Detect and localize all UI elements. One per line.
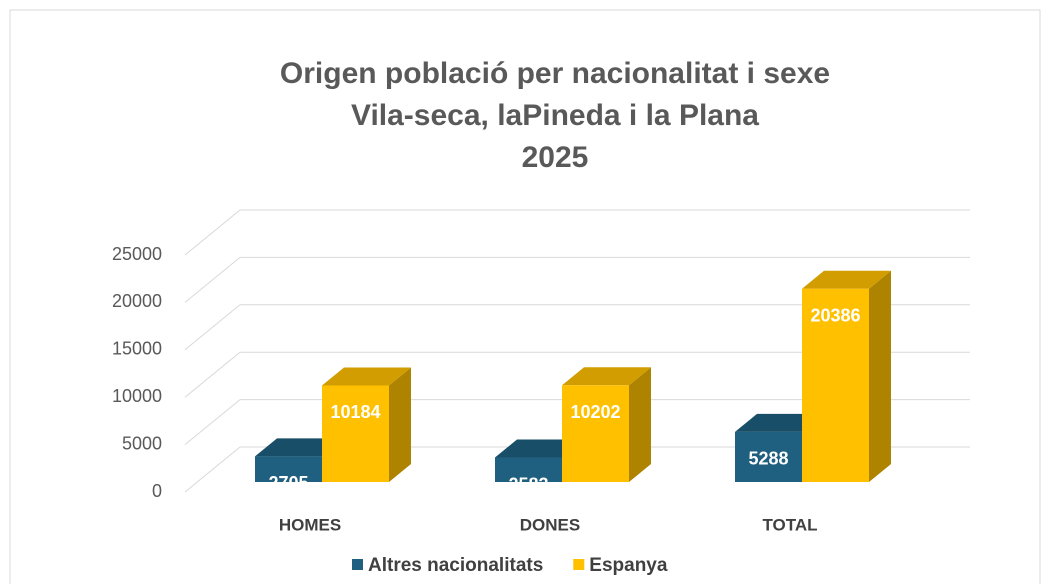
y-tick-label: 20000	[112, 291, 162, 311]
grid-line	[184, 209, 241, 256]
legend-swatch	[573, 559, 585, 570]
legend-swatch	[352, 559, 363, 570]
data-label: 20386	[810, 305, 860, 325]
grid-line	[184, 399, 241, 445]
bar-side	[869, 270, 891, 482]
y-tick-label: 0	[152, 481, 162, 501]
chart-title: Vila-seca, laPineda i la Plana	[351, 99, 759, 132]
data-label: 2583	[508, 474, 548, 494]
x-tick-label: HOMES	[279, 515, 341, 534]
bar	[562, 385, 629, 482]
data-label: 10202	[570, 402, 620, 422]
bar-top	[802, 270, 891, 289]
grid-line	[184, 446, 241, 493]
bar	[255, 456, 322, 482]
data-label: 2705	[268, 473, 308, 493]
bar-top	[735, 413, 824, 432]
bar	[322, 385, 389, 482]
bar-top	[562, 367, 651, 386]
chart-title: Origen població per nacionalitat i sexe	[280, 57, 830, 90]
data-label: 10184	[330, 402, 380, 422]
grid-line	[184, 351, 241, 398]
chart-title: 2025	[522, 141, 589, 174]
data-label: 5288	[748, 449, 788, 469]
grid-line	[184, 304, 241, 351]
bar	[495, 457, 562, 482]
bar-side	[629, 367, 651, 482]
y-tick-label: 25000	[112, 244, 162, 264]
bar-top	[322, 367, 411, 386]
y-tick-label: 10000	[112, 386, 162, 406]
y-tick-label: 15000	[112, 339, 162, 359]
bar	[802, 288, 869, 482]
legend-label: Espanya	[589, 555, 668, 576]
bar-top	[255, 438, 344, 457]
grid-line	[184, 257, 241, 303]
bar-top	[495, 439, 584, 458]
bar-side	[389, 367, 411, 482]
y-tick-label: 5000	[122, 433, 162, 453]
x-tick-label: DONES	[520, 515, 580, 534]
legend-label: Altres nacionalitats	[368, 555, 543, 576]
x-tick-label: TOTAL	[762, 515, 817, 534]
bar	[735, 431, 802, 482]
